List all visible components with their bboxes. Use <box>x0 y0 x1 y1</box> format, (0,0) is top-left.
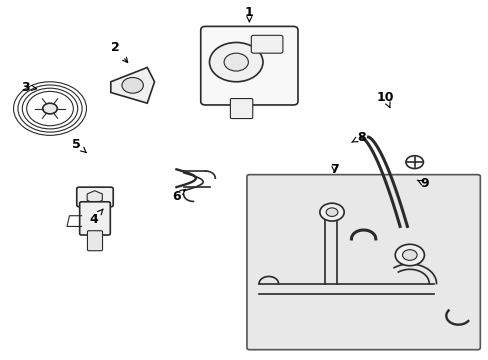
Circle shape <box>325 208 337 216</box>
Text: 7: 7 <box>329 163 338 176</box>
FancyBboxPatch shape <box>80 202 110 235</box>
FancyBboxPatch shape <box>201 26 297 105</box>
Text: 8: 8 <box>351 131 365 144</box>
Circle shape <box>319 203 344 221</box>
Text: 10: 10 <box>376 91 393 108</box>
Text: 2: 2 <box>111 41 127 63</box>
FancyBboxPatch shape <box>87 231 102 251</box>
Text: 6: 6 <box>172 189 185 203</box>
Text: 3: 3 <box>21 81 37 94</box>
FancyBboxPatch shape <box>246 175 479 350</box>
Circle shape <box>122 77 143 93</box>
Text: 1: 1 <box>244 6 253 22</box>
Circle shape <box>209 42 263 82</box>
Circle shape <box>42 103 57 114</box>
Circle shape <box>394 244 424 266</box>
Text: 9: 9 <box>416 177 428 190</box>
Circle shape <box>224 53 248 71</box>
FancyBboxPatch shape <box>77 187 113 207</box>
FancyBboxPatch shape <box>230 99 252 118</box>
Polygon shape <box>87 191 102 203</box>
FancyBboxPatch shape <box>251 35 283 53</box>
Text: 4: 4 <box>89 209 103 226</box>
Polygon shape <box>111 67 154 103</box>
Text: 5: 5 <box>72 138 86 153</box>
Circle shape <box>402 249 416 260</box>
